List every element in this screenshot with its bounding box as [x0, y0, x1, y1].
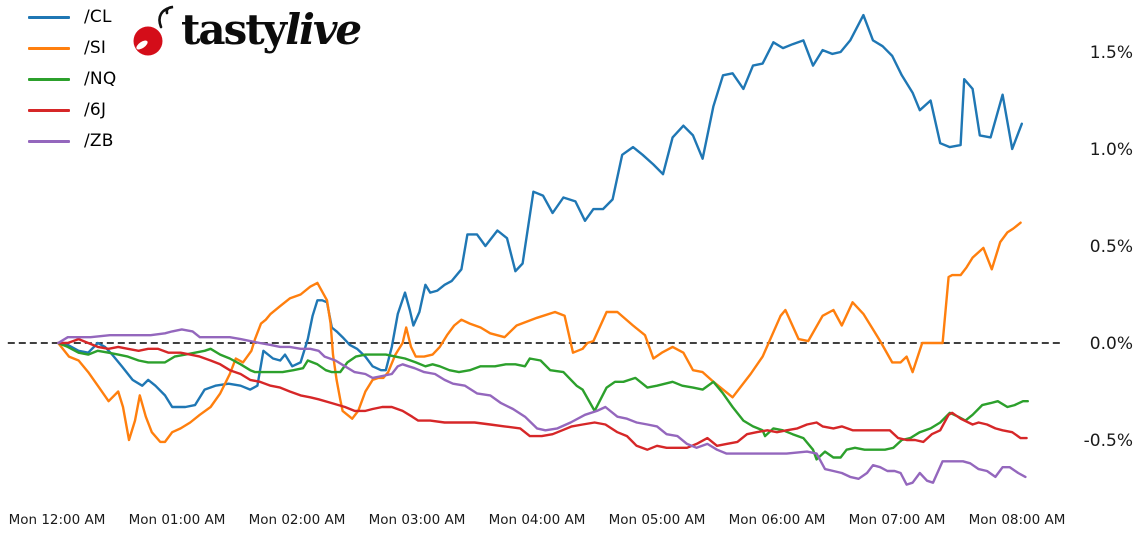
legend-label: /6J: [84, 100, 107, 120]
logo-text-tasty: tasty: [181, 5, 287, 54]
tastylive-logo: tastylive: [131, 4, 362, 58]
y-tick-label: 0.0%: [1090, 334, 1133, 354]
legend-item-cl: /CL: [28, 6, 116, 28]
x-tick-label: Mon 12:00 AM: [9, 512, 106, 528]
legend-item-zb: /ZB: [28, 130, 116, 152]
legend-label: /SI: [84, 38, 107, 58]
legend-line-swatch: [28, 139, 70, 143]
logo-text-live: live: [285, 5, 362, 54]
legend-line-swatch: [28, 77, 70, 81]
legend-item-nq: /NQ: [28, 68, 116, 90]
legend-label: /CL: [84, 7, 112, 27]
series-line-cl: [57, 13, 1023, 409]
logo-wordmark: tastylive: [181, 4, 362, 56]
y-tick-label: 1.5%: [1090, 43, 1133, 63]
x-tick-label: Mon 04:00 AM: [489, 512, 586, 528]
series-line-zb: [57, 328, 1027, 486]
x-tick-label: Mon 02:00 AM: [249, 512, 346, 528]
series-line-si: [57, 221, 1022, 444]
x-tick-label: Mon 08:00 AM: [969, 512, 1066, 528]
x-tick-label: Mon 06:00 AM: [729, 512, 826, 528]
x-tick-label: Mon 03:00 AM: [369, 512, 466, 528]
x-tick-label: Mon 01:00 AM: [129, 512, 226, 528]
legend-line-swatch: [28, 46, 70, 50]
legend-label: /ZB: [84, 131, 114, 151]
legend: /CL/SI/NQ/6J/ZB: [28, 6, 116, 152]
legend-item-6j: /6J: [28, 99, 116, 121]
cherry-icon: [133, 5, 174, 56]
legend-line-swatch: [28, 108, 70, 112]
legend-line-swatch: [28, 15, 70, 19]
y-tick-label: 0.5%: [1090, 237, 1133, 257]
x-tick-label: Mon 07:00 AM: [849, 512, 946, 528]
legend-item-si: /SI: [28, 37, 116, 59]
y-tick-label: -0.5%: [1084, 431, 1133, 451]
x-tick-label: Mon 05:00 AM: [609, 512, 706, 528]
y-tick-label: 1.0%: [1090, 140, 1133, 160]
series-line-6j: [57, 337, 1028, 451]
legend-label: /NQ: [84, 69, 117, 89]
series-line-nq: [57, 341, 1030, 461]
